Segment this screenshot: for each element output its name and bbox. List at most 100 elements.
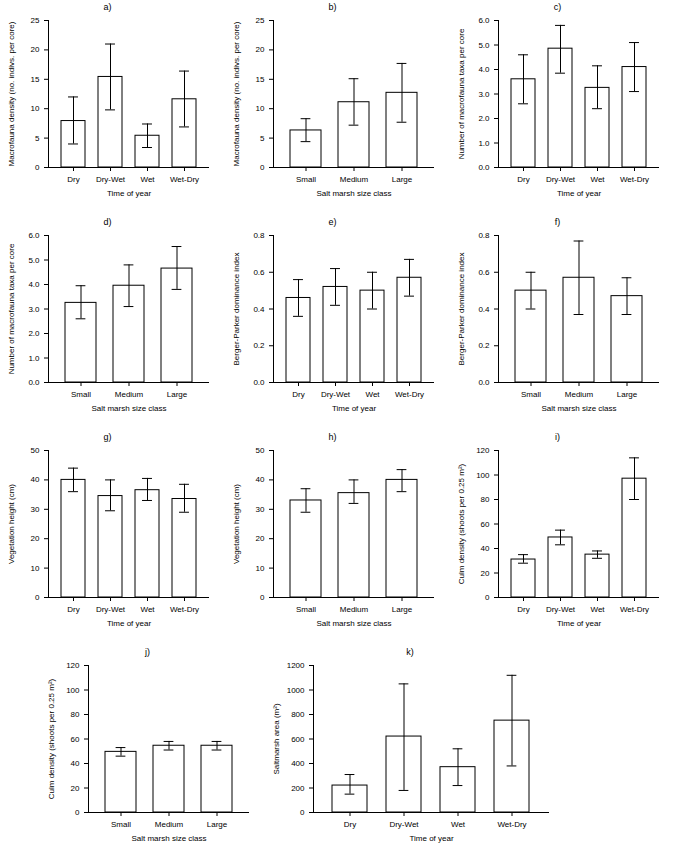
- svg-text:Medium: Medium: [565, 390, 594, 399]
- svg-text:Small: Small: [111, 820, 131, 829]
- svg-text:0: 0: [260, 593, 265, 602]
- svg-text:Dry: Dry: [344, 820, 356, 829]
- svg-text:0.8: 0.8: [253, 231, 265, 240]
- svg-text:Dry: Dry: [517, 605, 529, 614]
- svg-text:10: 10: [31, 104, 40, 113]
- svg-text:Dry-Wet: Dry-Wet: [96, 175, 126, 184]
- svg-text:Wet: Wet: [451, 820, 466, 829]
- svg-text:Culm density (shoots per 0.25: Culm density (shoots per 0.25 m²): [47, 678, 56, 799]
- svg-text:Large: Large: [617, 390, 638, 399]
- svg-text:0.0: 0.0: [478, 378, 490, 387]
- svg-text:Wet: Wet: [590, 175, 605, 184]
- svg-text:80: 80: [481, 495, 490, 504]
- svg-text:Dry: Dry: [517, 175, 529, 184]
- svg-text:Time of year: Time of year: [107, 189, 151, 198]
- svg-text:Wet-Dry: Wet-Dry: [170, 605, 199, 614]
- svg-text:5.0: 5.0: [28, 256, 40, 265]
- svg-text:30: 30: [31, 505, 40, 514]
- svg-text:40: 40: [71, 759, 80, 768]
- svg-text:Dry-Wet: Dry-Wet: [546, 605, 576, 614]
- svg-text:Dry-Wet: Dry-Wet: [96, 605, 126, 614]
- svg-text:25: 25: [256, 16, 265, 25]
- svg-text:0.2: 0.2: [478, 341, 490, 350]
- svg-text:Time of year: Time of year: [107, 619, 151, 628]
- svg-text:0: 0: [35, 593, 40, 602]
- svg-text:25: 25: [31, 16, 40, 25]
- svg-text:15: 15: [256, 75, 265, 84]
- svg-text:20: 20: [31, 534, 40, 543]
- svg-text:100: 100: [476, 471, 490, 480]
- svg-text:Berger-Parker dominance index: Berger-Parker dominance index: [232, 253, 241, 366]
- svg-text:Large: Large: [207, 820, 228, 829]
- svg-text:Salt marsh size class: Salt marsh size class: [316, 189, 391, 198]
- svg-text:5: 5: [35, 134, 40, 143]
- svg-text:30: 30: [256, 505, 265, 514]
- svg-text:Large: Large: [392, 175, 413, 184]
- svg-text:Number of macrofauna taxa per: Number of macrofauna taxa per core: [457, 28, 466, 159]
- svg-text:Macrofauna density (no. indivs: Macrofauna density (no. indivs. per core…: [7, 21, 16, 166]
- svg-text:Vegetation height (cm): Vegetation height (cm): [232, 484, 241, 564]
- svg-text:0: 0: [260, 163, 265, 172]
- svg-text:Salt marsh size class: Salt marsh size class: [131, 834, 206, 843]
- svg-text:400: 400: [291, 759, 305, 768]
- svg-text:Culm density (shoots per 0.25: Culm density (shoots per 0.25 m²): [457, 463, 466, 584]
- svg-text:100: 100: [66, 686, 80, 695]
- svg-text:1.0: 1.0: [28, 354, 40, 363]
- svg-text:Small: Small: [521, 390, 541, 399]
- svg-text:40: 40: [256, 475, 265, 484]
- svg-text:Medium: Medium: [340, 175, 369, 184]
- svg-text:Small: Small: [296, 605, 316, 614]
- svg-text:Berger-Parker dominance index: Berger-Parker dominance index: [457, 253, 466, 366]
- svg-text:Small: Small: [296, 175, 316, 184]
- svg-text:6.0: 6.0: [478, 16, 490, 25]
- svg-text:800: 800: [291, 710, 305, 719]
- svg-text:40: 40: [481, 544, 490, 553]
- svg-text:120: 120: [476, 446, 490, 455]
- svg-text:1200: 1200: [287, 661, 305, 670]
- svg-text:0.2: 0.2: [253, 341, 265, 350]
- svg-text:Dry: Dry: [292, 390, 304, 399]
- svg-text:3.0: 3.0: [478, 90, 490, 99]
- svg-text:Wet-Dry: Wet-Dry: [620, 175, 649, 184]
- svg-text:120: 120: [66, 661, 80, 670]
- svg-text:5.0: 5.0: [478, 41, 490, 50]
- svg-text:0: 0: [75, 808, 80, 817]
- svg-text:0: 0: [35, 163, 40, 172]
- svg-text:Dry: Dry: [67, 175, 79, 184]
- svg-text:2.0: 2.0: [28, 329, 40, 338]
- svg-text:80: 80: [71, 710, 80, 719]
- svg-text:Time of year: Time of year: [409, 834, 453, 843]
- svg-text:4.0: 4.0: [28, 280, 40, 289]
- svg-text:Small: Small: [71, 390, 91, 399]
- svg-text:Saltmarsh area (m²): Saltmarsh area (m²): [272, 703, 281, 774]
- svg-text:Wet: Wet: [590, 605, 605, 614]
- svg-text:Wet: Wet: [140, 605, 155, 614]
- svg-text:Wet-Dry: Wet-Dry: [497, 820, 526, 829]
- svg-text:20: 20: [256, 45, 265, 54]
- svg-text:20: 20: [31, 45, 40, 54]
- svg-text:15: 15: [31, 75, 40, 84]
- svg-text:Macrofauna density (no. indivs: Macrofauna density (no. indivs. per core…: [232, 21, 241, 166]
- svg-text:20: 20: [71, 784, 80, 793]
- svg-text:Dry-Wet: Dry-Wet: [321, 390, 351, 399]
- svg-text:Salt marsh size class: Salt marsh size class: [91, 404, 166, 413]
- svg-text:3.0: 3.0: [28, 305, 40, 314]
- svg-text:0.0: 0.0: [28, 378, 40, 387]
- svg-text:Vegetation height (cm): Vegetation height (cm): [7, 484, 16, 564]
- svg-text:Dry-Wet: Dry-Wet: [389, 820, 419, 829]
- svg-text:0: 0: [300, 808, 305, 817]
- svg-text:0.8: 0.8: [478, 231, 490, 240]
- svg-text:2.0: 2.0: [478, 114, 490, 123]
- svg-text:Salt marsh size class: Salt marsh size class: [316, 619, 391, 628]
- svg-text:Medium: Medium: [155, 820, 184, 829]
- svg-text:0: 0: [485, 593, 490, 602]
- svg-text:Time of year: Time of year: [332, 404, 376, 413]
- svg-text:Large: Large: [167, 390, 188, 399]
- svg-text:0.6: 0.6: [253, 268, 265, 277]
- svg-text:Dry: Dry: [67, 605, 79, 614]
- svg-text:5: 5: [260, 134, 265, 143]
- svg-text:0.6: 0.6: [478, 268, 490, 277]
- svg-text:600: 600: [291, 735, 305, 744]
- svg-text:Wet-Dry: Wet-Dry: [170, 175, 199, 184]
- svg-text:6.0: 6.0: [28, 231, 40, 240]
